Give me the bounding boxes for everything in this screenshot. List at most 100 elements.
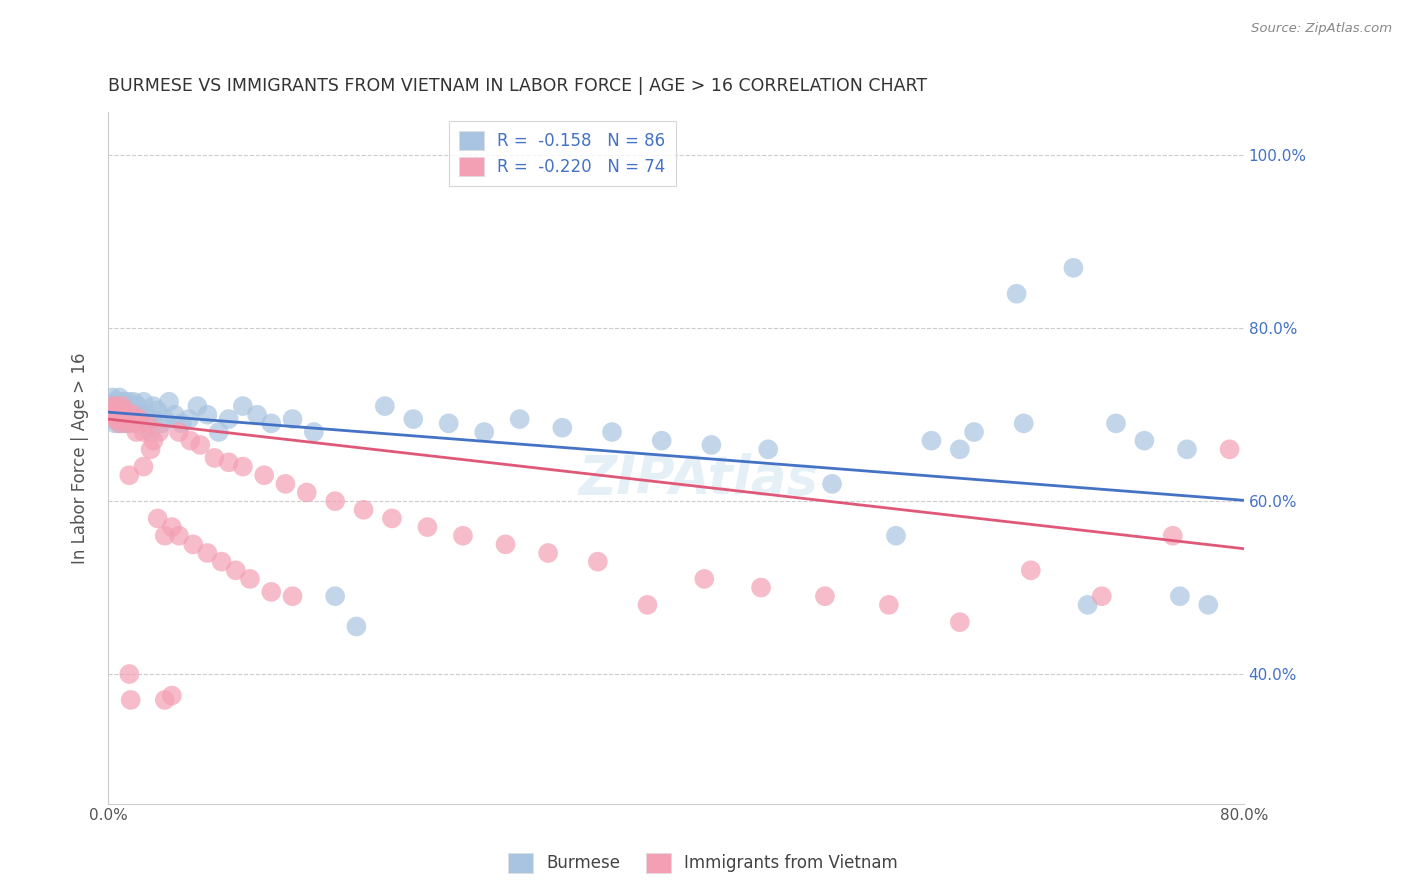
Point [132,425,155,439]
Point [105,399,128,413]
Point [146,511,169,525]
Point [260,417,283,431]
Point [114,403,136,417]
Point [509,412,531,426]
Point [551,420,574,434]
Point [129,412,152,426]
Point [150,417,173,431]
Point [115,399,138,413]
Point [108,391,131,405]
Point [260,585,283,599]
Point [117,412,139,426]
Point [1197,598,1219,612]
Point [148,425,170,439]
Point [218,412,240,426]
Point [112,412,135,426]
Point [295,485,318,500]
Point [218,455,240,469]
Point [136,412,159,426]
Point [170,417,193,431]
Point [132,459,155,474]
Point [1005,286,1028,301]
Point [125,417,148,431]
Point [146,403,169,417]
Point [1219,442,1241,457]
Point [135,408,157,422]
Point [920,434,942,448]
Point [186,399,208,413]
Point [153,529,176,543]
Point [118,468,141,483]
Point [110,403,132,417]
Point [124,408,146,422]
Point [884,529,907,543]
Text: BURMESE VS IMMIGRANTS FROM VIETNAM IN LABOR FORCE | AGE > 16 CORRELATION CHART: BURMESE VS IMMIGRANTS FROM VIETNAM IN LA… [108,78,927,95]
Point [110,403,132,417]
Point [107,408,129,422]
Point [118,667,141,681]
Point [451,529,474,543]
Point [104,403,127,417]
Point [103,408,125,422]
Point [115,417,138,431]
Point [181,537,204,551]
Point [114,408,136,422]
Point [107,399,129,413]
Point [693,572,716,586]
Point [103,399,125,413]
Point [142,399,165,413]
Point [651,434,673,448]
Point [323,494,346,508]
Point [112,412,135,426]
Point [195,546,218,560]
Point [100,408,122,422]
Point [136,417,159,431]
Point [124,412,146,426]
Point [1105,417,1128,431]
Point [1091,589,1114,603]
Point [402,412,425,426]
Point [101,399,124,413]
Point [139,442,162,457]
Point [122,408,145,422]
Point [111,417,134,431]
Point [105,394,128,409]
Point [101,391,124,405]
Point [472,425,495,439]
Point [281,412,304,426]
Point [128,412,150,426]
Point [104,408,127,422]
Point [208,425,231,439]
Point [125,425,148,439]
Point [120,417,142,431]
Point [153,693,176,707]
Point [111,408,134,422]
Point [637,598,659,612]
Point [381,511,404,525]
Point [1019,563,1042,577]
Point [105,403,128,417]
Point [1012,417,1035,431]
Point [110,412,132,426]
Y-axis label: In Labor Force | Age > 16: In Labor Force | Age > 16 [72,352,89,564]
Point [157,394,180,409]
Point [160,689,183,703]
Point [104,417,127,431]
Point [125,412,148,426]
Point [128,408,150,422]
Point [118,408,141,422]
Point [1168,589,1191,603]
Point [104,394,127,409]
Point [167,425,190,439]
Point [107,412,129,426]
Point [108,417,131,431]
Point [105,412,128,426]
Point [949,615,972,629]
Point [111,394,134,409]
Point [163,408,186,422]
Point [122,394,145,409]
Point [108,417,131,431]
Point [127,399,149,413]
Legend: R =  -0.158   N = 86, R =  -0.220   N = 74: R = -0.158 N = 86, R = -0.220 N = 74 [449,120,676,186]
Point [115,417,138,431]
